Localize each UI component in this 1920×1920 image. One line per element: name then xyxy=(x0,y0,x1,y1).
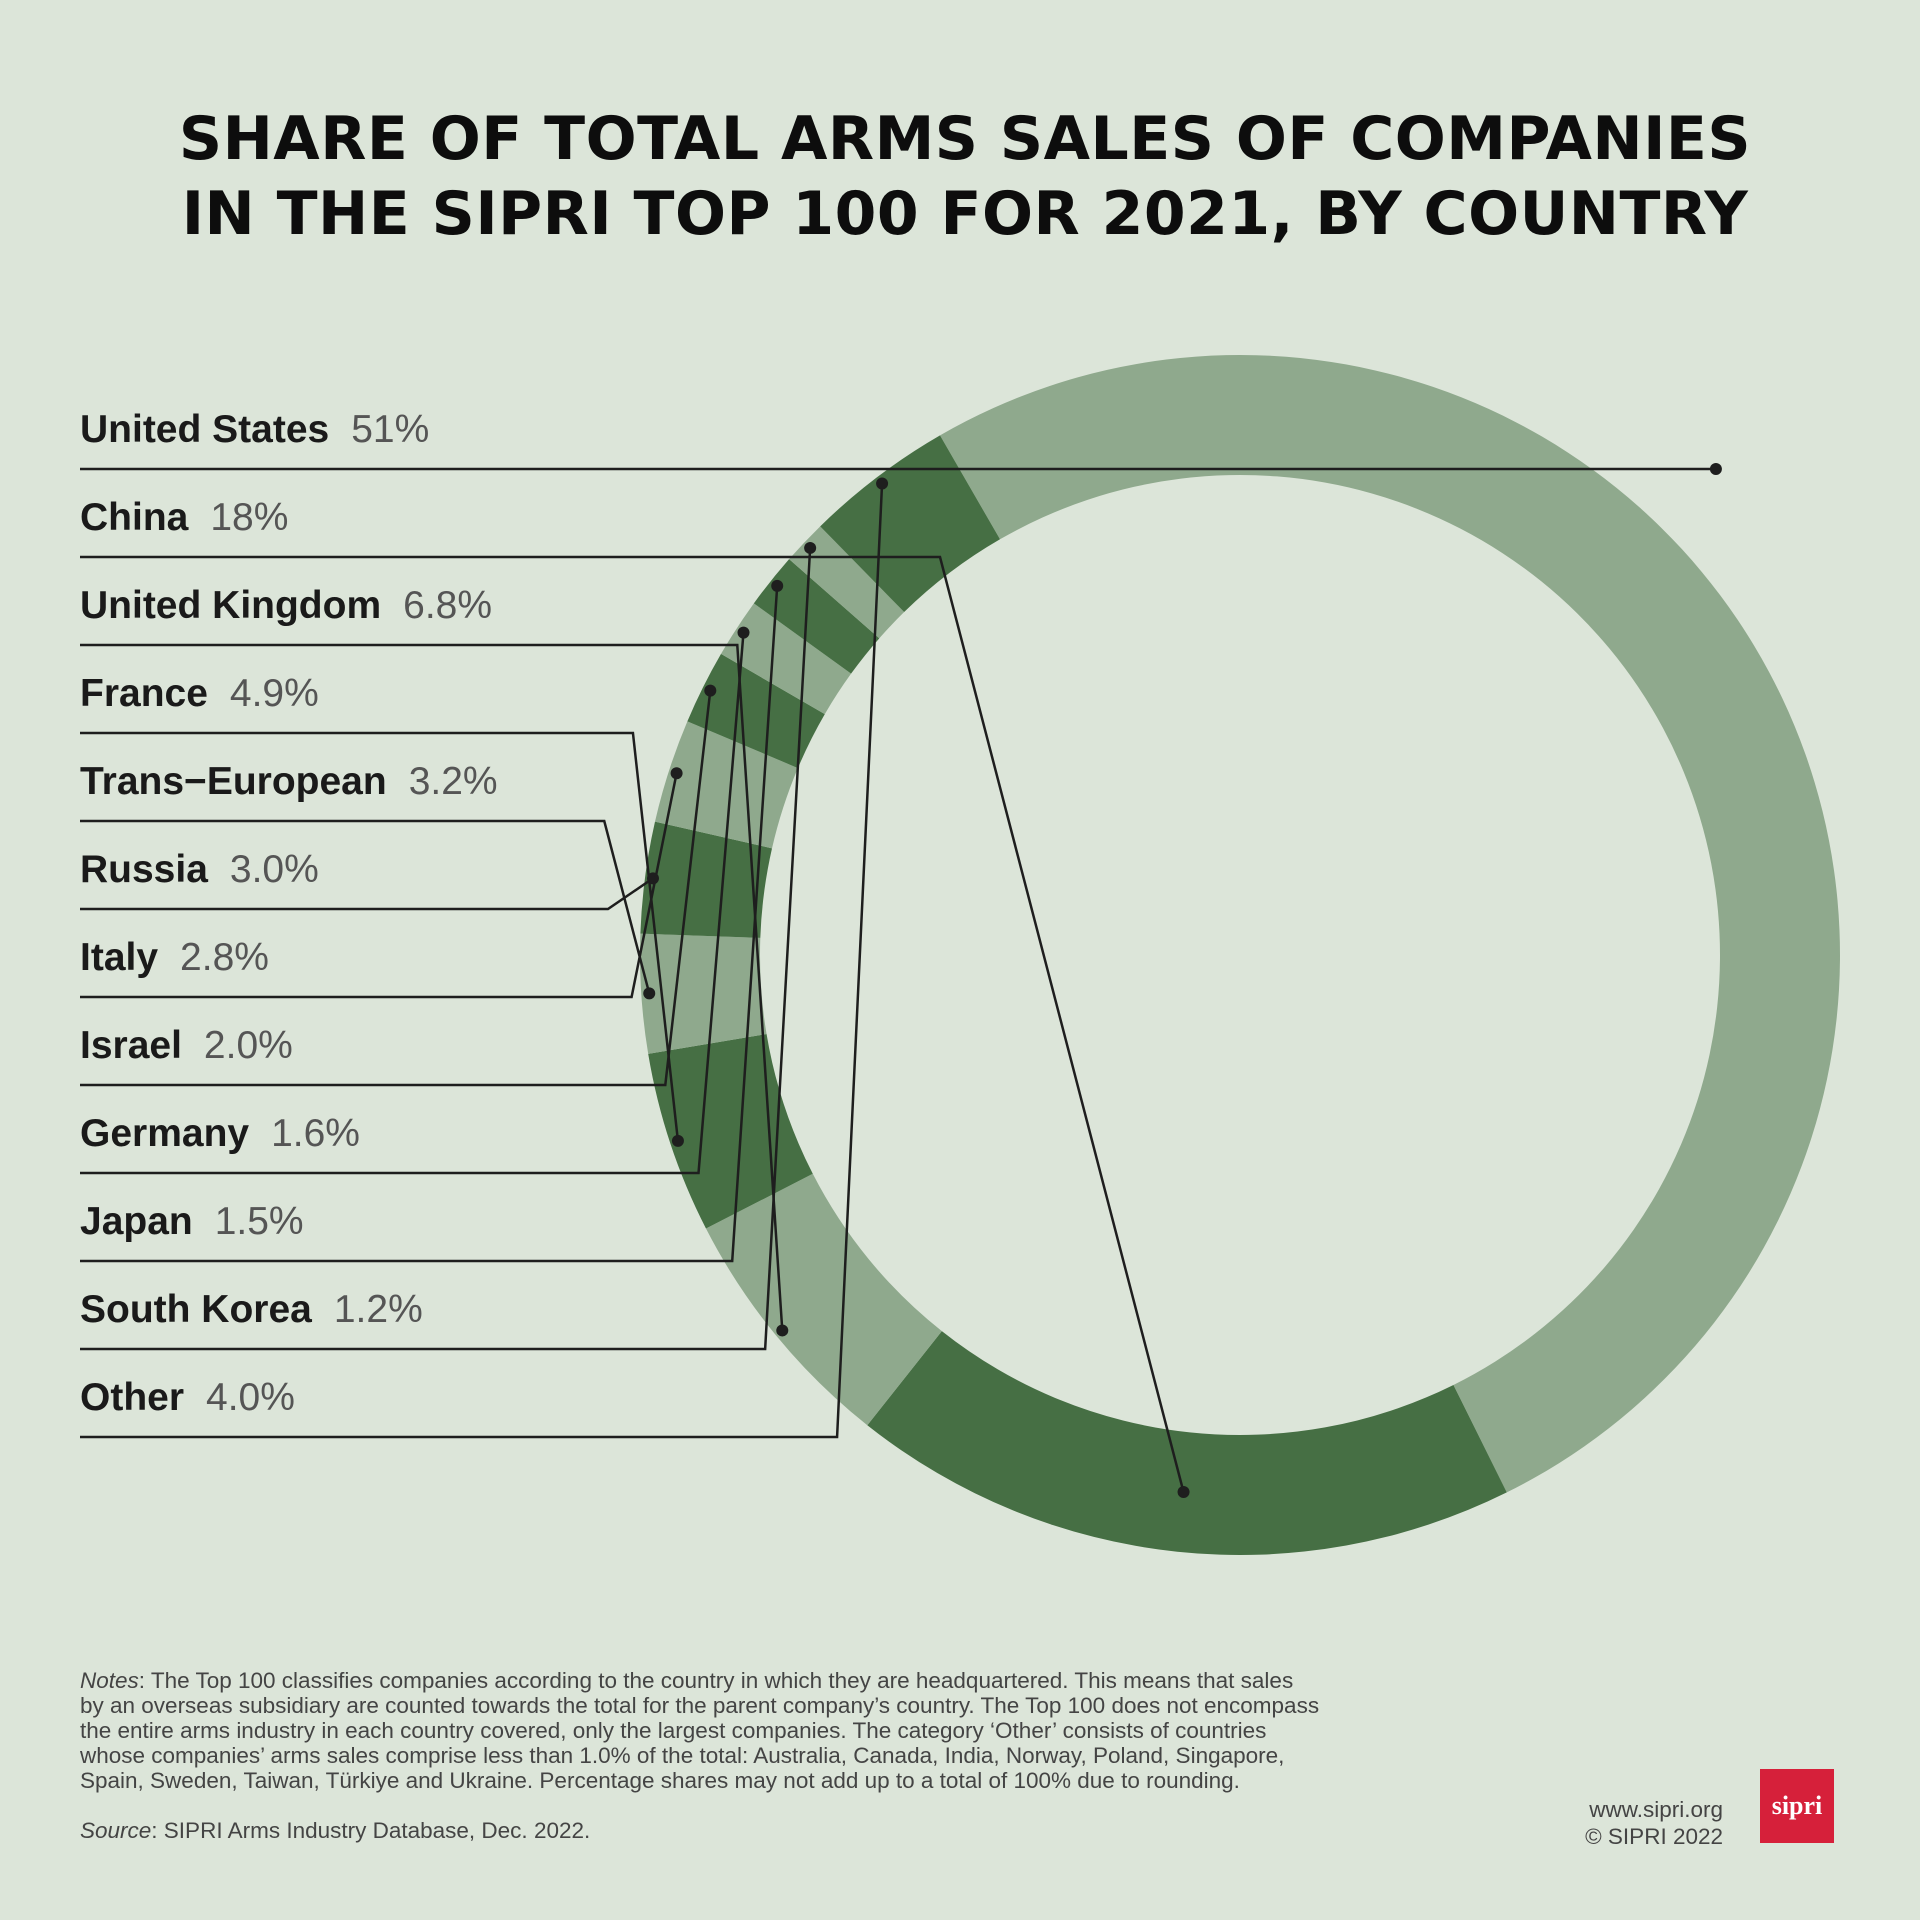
leader-other xyxy=(80,483,884,1439)
label-south-korea: South Korea 1.2% xyxy=(80,1288,423,1331)
label-united-states: United States 51% xyxy=(80,408,429,451)
label-value: 3.2% xyxy=(409,760,498,803)
copyright-text: © SIPRI 2022 xyxy=(1585,1824,1723,1849)
label-value: 6.8% xyxy=(403,584,492,627)
label-japan: Japan 1.5% xyxy=(80,1200,304,1243)
leader-dot-other xyxy=(876,477,889,490)
label-value: 4.9% xyxy=(230,672,319,715)
label-value: 3.0% xyxy=(230,848,319,891)
label-name: France xyxy=(80,672,208,715)
leader-dot-germany xyxy=(737,626,750,639)
slice-other xyxy=(820,435,1000,613)
leader-south-korea xyxy=(80,547,812,1351)
notes-line-2: by an overseas subsidiary are counted to… xyxy=(80,1693,1320,1718)
label-other: Other 4.0% xyxy=(80,1376,295,1419)
leader-germany xyxy=(80,632,745,1175)
label-russia: Russia 3.0% xyxy=(80,848,319,891)
sipri-logo: sipri xyxy=(1760,1769,1834,1843)
leader-israel xyxy=(80,690,712,1087)
slice-russia xyxy=(640,821,773,938)
slice-china xyxy=(867,1331,1507,1555)
leader-dot-israel xyxy=(704,684,717,697)
leader-france xyxy=(80,731,680,1142)
label-israel: Israel 2.0% xyxy=(80,1024,293,1067)
slice-germany xyxy=(721,603,852,715)
label-value: 2.8% xyxy=(180,936,269,979)
leader-china xyxy=(80,555,1185,1493)
leader-dot-south-korea xyxy=(804,541,817,554)
website-link[interactable]: www.sipri.org xyxy=(1589,1797,1723,1822)
label-name: Israel xyxy=(80,1024,182,1067)
label-value: 51% xyxy=(351,408,429,451)
label-name: South Korea xyxy=(80,1288,312,1331)
label-value: 2.0% xyxy=(204,1024,293,1067)
label-name: Russia xyxy=(80,848,208,891)
label-united-kingdom: United Kingdom 6.8% xyxy=(80,584,492,627)
label-name: Italy xyxy=(80,936,158,979)
notes-line-4: whose companies’ arms sales comprise les… xyxy=(80,1743,1285,1768)
chart-title: SHARE OF TOTAL ARMS SALES OF COMPANIES I… xyxy=(0,102,1920,252)
notes: Notes: The Top 100 classifies companies … xyxy=(80,1668,1480,1793)
label-italy: Italy 2.8% xyxy=(80,936,269,979)
leader-japan xyxy=(80,585,779,1263)
donut-slices xyxy=(640,354,1841,1555)
label-trans-european: Trans−European 3.2% xyxy=(80,760,498,803)
slice-japan xyxy=(753,559,880,674)
leader-dot-italy xyxy=(670,767,683,780)
leader-dot-france xyxy=(671,1134,684,1147)
leader-dot-japan xyxy=(771,579,784,592)
leader-trans-european xyxy=(80,819,651,994)
label-name: United Kingdom xyxy=(80,584,381,627)
leader-dot-china xyxy=(1177,1486,1190,1499)
leader-dot-united-states xyxy=(1709,463,1722,475)
footer-credits: www.sipri.org © SIPRI 2022 xyxy=(1585,1796,1723,1850)
notes-line-3: the entire arms industry in each country… xyxy=(80,1718,1267,1743)
slice-united-kingdom xyxy=(705,1173,942,1426)
label-name: Japan xyxy=(80,1200,193,1243)
source-note: Source: SIPRI Arms Industry Database, De… xyxy=(80,1818,590,1844)
slice-labels: United States 51% China 18% United Kingdom 6.… xyxy=(80,408,498,1419)
label-value: 18% xyxy=(210,496,288,539)
leader-italy xyxy=(80,772,678,999)
chart-title-line-1: SHARE OF TOTAL ARMS SALES OF COMPANIES xyxy=(178,104,1752,174)
leader-dot-trans-european xyxy=(643,987,656,1000)
notes-label: Notes xyxy=(80,1668,139,1693)
label-name: Germany xyxy=(80,1112,249,1155)
label-china: China 18% xyxy=(80,496,288,539)
leader-lines xyxy=(80,463,1722,1499)
slice-israel xyxy=(687,653,825,769)
label-name: Other xyxy=(80,1376,184,1419)
leader-united-kingdom xyxy=(80,643,784,1331)
label-value: 1.5% xyxy=(215,1200,304,1243)
leader-dot-united-kingdom xyxy=(776,1324,789,1337)
label-name: China xyxy=(80,496,189,539)
chart-title-line-2: IN THE SIPRI TOP 100 FOR 2021, BY COUNTR… xyxy=(181,179,1749,249)
label-value: 1.2% xyxy=(334,1288,423,1331)
label-name: Trans−European xyxy=(80,760,387,803)
label-value: 1.6% xyxy=(271,1112,360,1155)
notes-line-1: : The Top 100 classifies companies accor… xyxy=(138,1668,1294,1693)
slice-united-states xyxy=(940,354,1841,1493)
label-france: France 4.9% xyxy=(80,672,319,715)
source-label: Source xyxy=(80,1818,152,1843)
label-name: United States xyxy=(80,408,329,451)
source-text: : SIPRI Arms Industry Database, Dec. 202… xyxy=(151,1818,591,1843)
notes-line-5: Spain, Sweden, Taiwan, Türkiye and Ukrai… xyxy=(80,1768,1240,1793)
label-germany: Germany 1.6% xyxy=(80,1112,360,1155)
leader-russia xyxy=(80,877,654,911)
label-value: 4.0% xyxy=(206,1376,295,1419)
